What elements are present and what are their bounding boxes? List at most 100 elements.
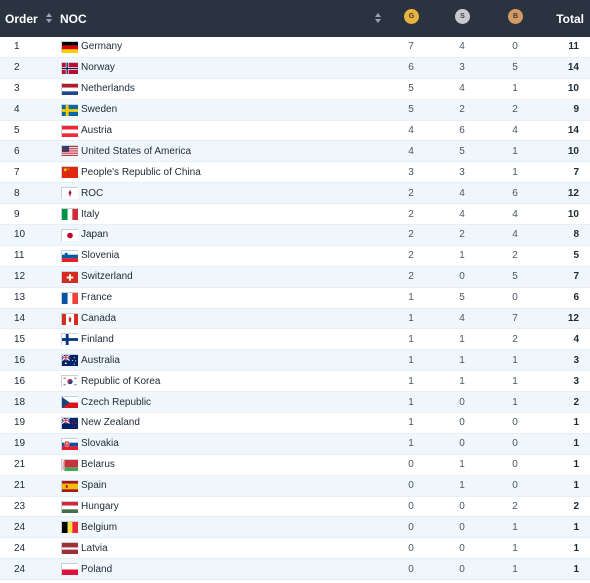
silver-count: 5 <box>459 292 465 304</box>
table-row[interactable]: 9 Italy 2 4 4 10 <box>0 204 590 226</box>
table-row[interactable]: 14 Canada 1 4 7 12 <box>0 308 590 330</box>
country-name[interactable]: Netherlands <box>81 83 135 95</box>
bronze-count: 5 <box>512 62 518 74</box>
table-row[interactable]: 5 Austria 4 6 4 14 <box>0 121 590 142</box>
bronze-medal-icon[interactable]: B <box>508 9 523 24</box>
country-name[interactable]: Finland <box>81 333 114 345</box>
country-name[interactable]: Germany <box>81 41 123 53</box>
spain-flag-icon <box>61 479 78 492</box>
country-name[interactable]: Slovakia <box>81 438 119 450</box>
country-name[interactable]: Japan <box>81 229 109 241</box>
table-row[interactable]: 24 Poland 0 0 1 1 <box>0 559 590 581</box>
country-name[interactable]: Sweden <box>81 104 118 116</box>
table-row[interactable]: 13 France 1 5 0 6 <box>0 288 590 309</box>
table-row[interactable]: 2 Norway 6 3 5 14 <box>0 57 590 79</box>
country-name[interactable]: Czech Republic <box>81 396 152 408</box>
belgium-flag-icon <box>61 521 78 534</box>
silver-medal-icon[interactable]: S <box>455 9 470 24</box>
country-name[interactable]: Latvia <box>81 542 108 554</box>
country-name[interactable]: Canada <box>81 313 117 325</box>
country-name[interactable]: United States of America <box>81 145 192 157</box>
table-row[interactable]: 16 Republic of Korea 1 1 1 3 <box>0 371 590 393</box>
gold-medal-icon[interactable]: G <box>404 9 419 24</box>
gold-count: 1 <box>408 375 414 387</box>
country-name[interactable]: Austria <box>81 125 113 136</box>
rank-cell: 24 <box>14 542 26 554</box>
bronze-count: 2 <box>512 501 518 513</box>
table-row[interactable]: 11 Slovenia 2 1 2 5 <box>0 246 590 267</box>
gold-count: 1 <box>408 313 414 325</box>
country-name[interactable]: Spain <box>81 480 107 492</box>
silver-count: 1 <box>459 459 465 471</box>
country-name[interactable]: Republic of Korea <box>81 375 161 387</box>
country-name[interactable]: Hungary <box>81 501 119 513</box>
total-column-header[interactable]: Total <box>556 11 584 26</box>
bronze-count: 0 <box>512 480 518 492</box>
silver-count: 4 <box>459 187 465 199</box>
rank-cell: 19 <box>14 438 26 450</box>
silver-count: 2 <box>459 229 465 241</box>
country-name[interactable]: Belarus <box>81 459 115 471</box>
table-row[interactable]: 19 Slovakia 1 0 0 1 <box>0 433 590 455</box>
total-count: 8 <box>573 229 579 241</box>
country-name[interactable]: Italy <box>81 208 100 220</box>
table-row[interactable]: 12 Switzerland 2 0 5 7 <box>0 266 590 288</box>
sort-icon[interactable] <box>45 12 53 24</box>
gold-count: 0 <box>408 480 414 492</box>
gold-count: 4 <box>408 145 414 157</box>
country-name[interactable]: ROC <box>81 187 104 199</box>
country-name[interactable]: Australia <box>81 354 120 366</box>
total-count: 14 <box>567 62 579 74</box>
table-row[interactable]: 6 United States of America 4 5 1 10 <box>0 141 590 163</box>
noc-column-header[interactable]: NOC <box>60 11 87 26</box>
bronze-count: 6 <box>512 187 518 199</box>
table-row[interactable]: 10 Japan 2 2 4 8 <box>0 225 590 246</box>
table-row[interactable]: 21 Belarus 0 1 0 1 <box>0 455 590 476</box>
table-row[interactable]: 21 Spain 0 1 0 1 <box>0 475 590 497</box>
table-header: Order NOC G S B Total <box>0 0 590 37</box>
table-row[interactable]: 3 Netherlands 5 4 1 10 <box>0 79 590 100</box>
table-row[interactable]: 1 Germany 7 4 0 11 <box>0 37 590 58</box>
country-name[interactable]: Slovenia <box>81 250 120 262</box>
gold-count: 2 <box>408 271 414 283</box>
country-name[interactable]: Poland <box>81 563 113 575</box>
silver-count: 3 <box>459 166 465 178</box>
switzerland-flag-icon <box>61 270 78 283</box>
country-name[interactable]: People's Republic of China <box>81 166 201 178</box>
rank-cell: 16 <box>14 375 26 387</box>
japan-flag-icon <box>61 229 78 242</box>
table-row[interactable]: 24 Belgium 0 0 1 1 <box>0 517 590 539</box>
silver-count: 0 <box>459 563 465 575</box>
table-row[interactable]: 15 Finland 1 1 2 4 <box>0 329 590 351</box>
total-count: 1 <box>573 417 579 429</box>
silver-count: 4 <box>459 208 465 220</box>
country-name[interactable]: Norway <box>81 62 115 74</box>
total-count: 10 <box>567 145 579 157</box>
country-name[interactable]: France <box>81 292 113 304</box>
country-name[interactable]: New Zealand <box>81 417 140 429</box>
sort-icon[interactable] <box>374 12 382 24</box>
table-row[interactable]: 16 Australia 1 1 1 3 <box>0 350 590 372</box>
rank-cell: 21 <box>14 480 26 492</box>
total-count: 12 <box>567 313 579 325</box>
table-row[interactable]: 7 People's Republic of China 3 3 1 7 <box>0 162 590 184</box>
bronze-count: 1 <box>512 396 518 408</box>
canada-flag-icon <box>61 312 78 325</box>
table-row[interactable]: 23 Hungary 0 0 2 2 <box>0 497 590 518</box>
country-name[interactable]: Belgium <box>81 521 118 533</box>
bronze-count: 4 <box>512 229 518 241</box>
table-row[interactable]: 8 ROC 2 4 6 12 <box>0 183 590 205</box>
gold-count: 1 <box>408 438 414 450</box>
bronze-count: 1 <box>512 166 518 178</box>
table-row[interactable]: 18 Czech Republic 1 0 1 2 <box>0 392 590 414</box>
table-row[interactable]: 19 New Zealand 1 0 0 1 <box>0 413 590 434</box>
silver-count: 4 <box>459 313 465 325</box>
rank-cell: 23 <box>14 501 26 513</box>
gold-count: 1 <box>408 354 414 366</box>
gold-count: 7 <box>408 41 414 53</box>
country-name[interactable]: Switzerland <box>81 271 133 283</box>
table-row[interactable]: 24 Latvia 0 0 1 1 <box>0 538 590 560</box>
order-column-header[interactable]: Order <box>5 11 38 26</box>
silver-count: 0 <box>459 542 465 554</box>
table-row[interactable]: 4 Sweden 5 2 2 9 <box>0 99 590 121</box>
